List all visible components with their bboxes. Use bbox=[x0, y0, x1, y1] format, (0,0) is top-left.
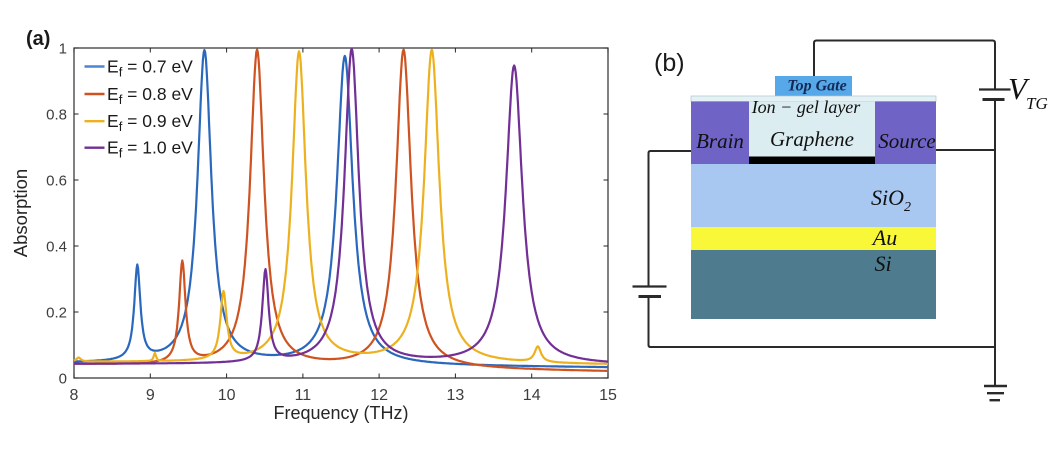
svg-text:10: 10 bbox=[218, 387, 236, 404]
svg-text:Ion − gel layer: Ion − gel layer bbox=[751, 97, 862, 117]
svg-text:1: 1 bbox=[59, 41, 67, 58]
svg-text:13: 13 bbox=[447, 387, 465, 404]
svg-text:(b): (b) bbox=[654, 49, 685, 77]
svg-text:0.8: 0.8 bbox=[46, 107, 67, 124]
svg-text:Absorption: Absorption bbox=[10, 169, 31, 257]
svg-text:8: 8 bbox=[70, 387, 79, 404]
svg-text:0.4: 0.4 bbox=[46, 239, 67, 256]
svg-text:Graphene: Graphene bbox=[770, 127, 854, 151]
svg-text:Brain: Brain bbox=[696, 129, 744, 153]
svg-text:Source: Source bbox=[878, 129, 936, 153]
svg-text:15: 15 bbox=[599, 387, 617, 404]
svg-text:Ef = 1.0 eV: Ef = 1.0 eV bbox=[107, 138, 193, 161]
svg-text:14: 14 bbox=[523, 387, 541, 404]
svg-text:(a): (a) bbox=[26, 28, 50, 50]
svg-text:0: 0 bbox=[59, 371, 67, 388]
svg-text:Ef = 0.9 eV: Ef = 0.9 eV bbox=[107, 111, 193, 134]
svg-text:Au: Au bbox=[871, 225, 897, 250]
svg-text:Ef = 0.8 eV: Ef = 0.8 eV bbox=[107, 84, 193, 107]
svg-text:0.6: 0.6 bbox=[46, 173, 67, 190]
svg-text:Frequency (THz): Frequency (THz) bbox=[273, 403, 408, 423]
svg-text:11: 11 bbox=[295, 387, 312, 404]
svg-text:V: V bbox=[1008, 71, 1030, 106]
svg-text:12: 12 bbox=[370, 387, 388, 404]
svg-text:Si: Si bbox=[874, 251, 891, 276]
svg-text:9: 9 bbox=[146, 387, 155, 404]
svg-text:Top Gate: Top Gate bbox=[787, 78, 846, 95]
svg-text:Ef = 0.7 eV: Ef = 0.7 eV bbox=[107, 57, 193, 80]
svg-text:TG: TG bbox=[1026, 94, 1048, 113]
svg-text:0.2: 0.2 bbox=[46, 305, 67, 322]
